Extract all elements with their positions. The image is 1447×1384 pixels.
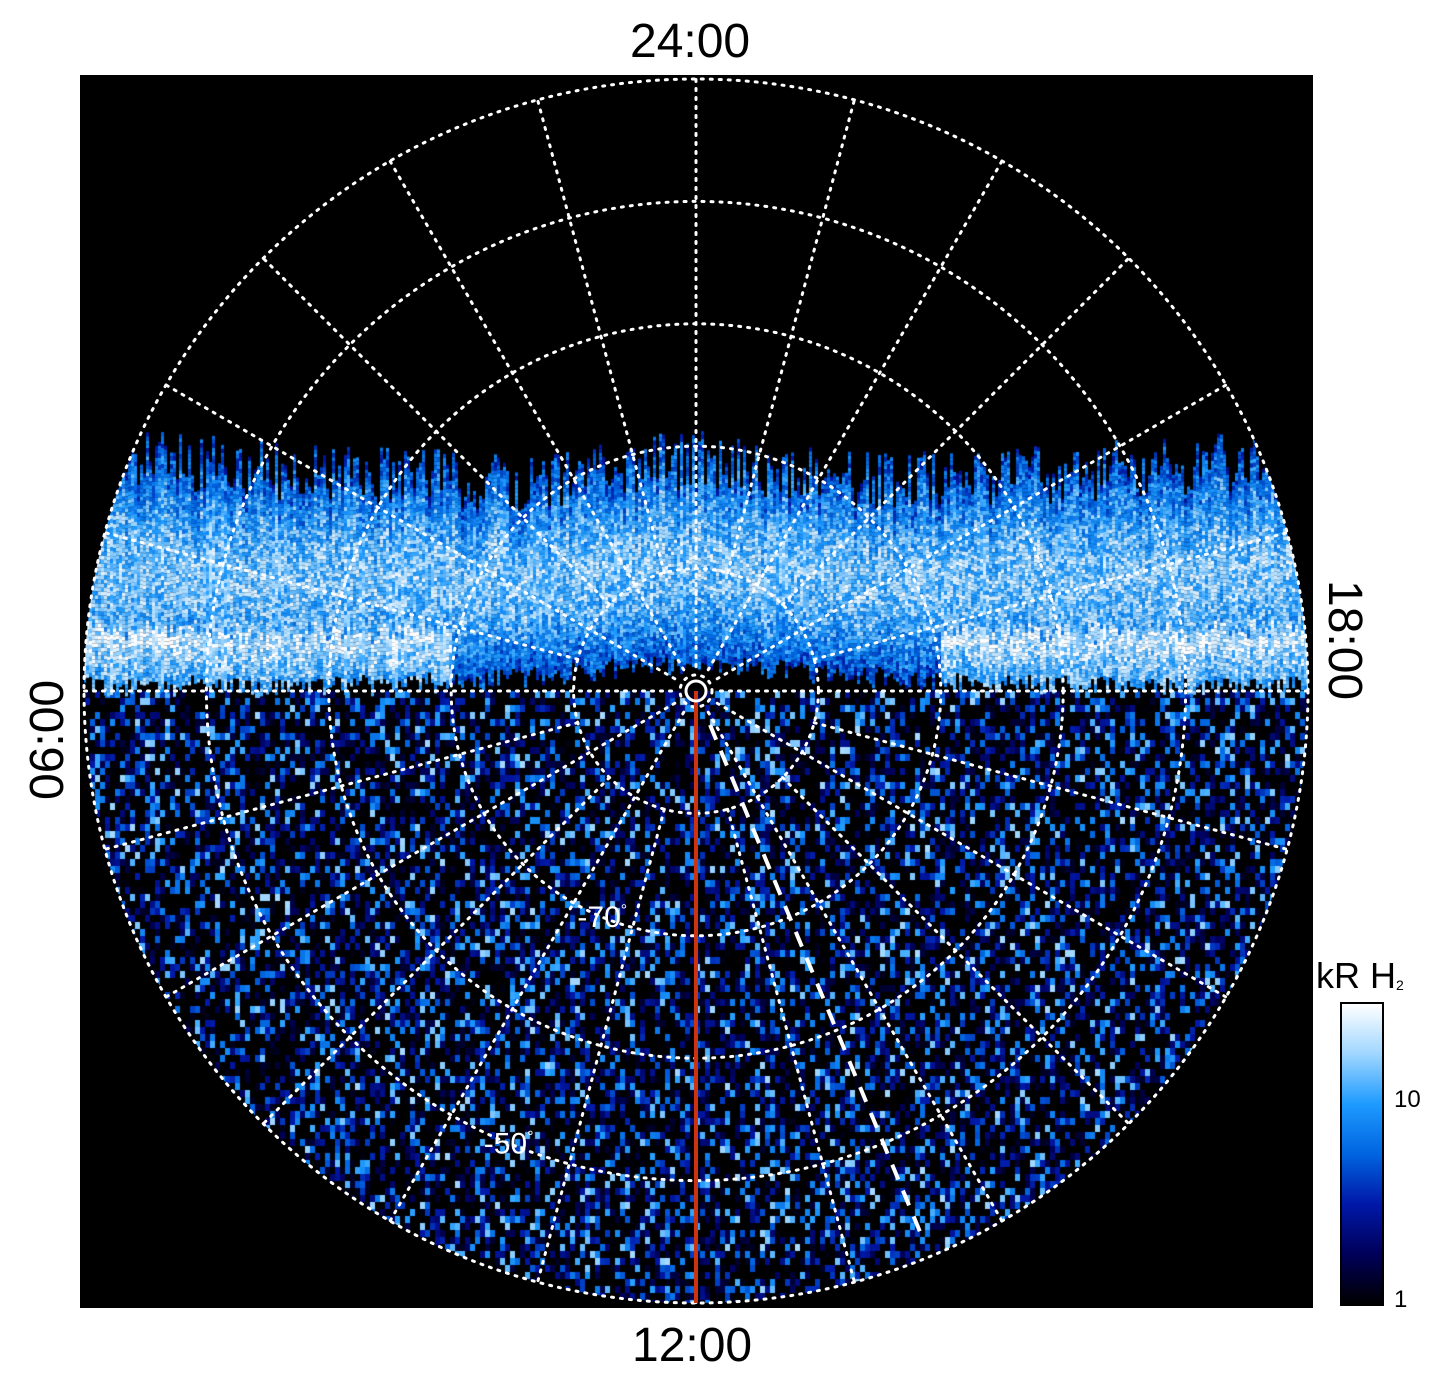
local-time-meridian: [536, 98, 666, 575]
latitude-label: -50°: [484, 1127, 534, 1160]
latitude-circle: [449, 444, 943, 938]
latitude-circle: [678, 673, 714, 709]
local-time-meridian: [781, 256, 1131, 606]
colorbar: [1340, 1002, 1384, 1306]
local-time-meridian: [726, 807, 856, 1284]
local-time-meridian: [706, 159, 1004, 672]
local-time-meridian: [781, 776, 1131, 1126]
local-time-meridian: [261, 256, 611, 606]
latitude-label: -70°: [577, 901, 627, 934]
local-time-meridian: [726, 98, 856, 575]
local-time-meridian: [103, 721, 580, 851]
local-time-meridian: [715, 701, 1228, 999]
pole-marker: [684, 679, 708, 703]
local-time-label-top: 24:00: [630, 15, 751, 68]
local-time-meridian: [164, 383, 677, 681]
local-time-meridian: [261, 776, 611, 1126]
local-time-meridian: [812, 721, 1289, 851]
polar-projection-plot: -70° -50°: [80, 75, 1313, 1308]
local-time-label-bottom: 12:00: [632, 1319, 753, 1372]
local-time-meridian: [706, 710, 1004, 1223]
local-time-meridian: [103, 531, 580, 661]
dashed-meridian: [708, 724, 923, 1235]
local-time-meridian: [812, 531, 1289, 661]
local-time-label-right: 18:00: [1318, 580, 1371, 701]
local-time-meridian: [715, 383, 1228, 681]
colorbar-tick-label: 1: [1394, 1286, 1408, 1313]
polar-plot-svg: -70° -50°: [82, 77, 1310, 1305]
colorbar-tick-label: 10: [1394, 1086, 1421, 1114]
local-time-meridian: [164, 701, 677, 999]
latitude-circle: [204, 199, 1188, 1183]
local-time-meridian: [388, 159, 686, 672]
local-time-meridian: [536, 807, 666, 1284]
local-time-label-left: 06:00: [21, 679, 74, 800]
colorbar-title: kR H2: [1316, 955, 1404, 996]
local-time-meridian: [388, 710, 686, 1223]
